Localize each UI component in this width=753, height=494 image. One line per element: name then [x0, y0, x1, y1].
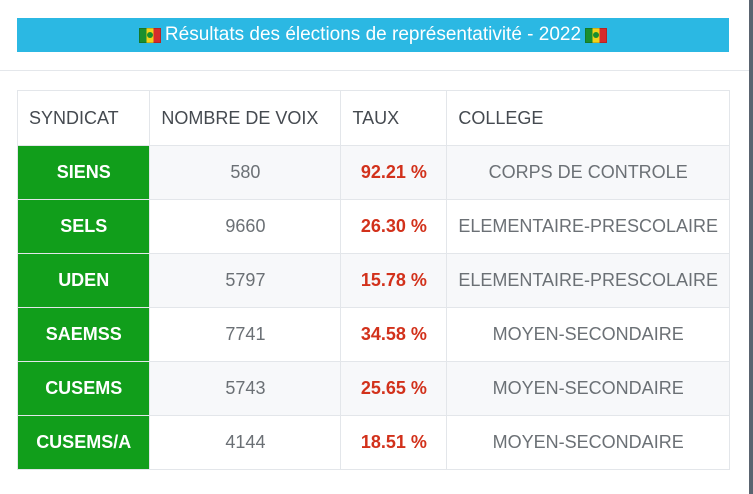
- syndicat-cell: CUSEMS/A: [16, 415, 151, 470]
- college-cell: ELEMENTAIRE-PRESCOLAIRE: [446, 199, 730, 254]
- taux-cell: 92.21 %: [340, 145, 448, 200]
- voix-cell: 7741: [149, 307, 342, 362]
- college-cell: MOYEN-SECONDAIRE: [446, 415, 730, 470]
- voix-cell: 9660: [149, 199, 342, 254]
- table-row: CUSEMS 5743 25.65 % MOYEN-SECONDAIRE: [16, 361, 730, 416]
- banner-title: Résultats des élections de représentativ…: [164, 24, 582, 45]
- voix-cell: 580: [149, 145, 342, 200]
- voix-cell: 5743: [149, 361, 342, 416]
- table-row: SAEMSS 7741 34.58 % MOYEN-SECONDAIRE: [16, 307, 730, 362]
- taux-cell: 18.51 %: [340, 415, 448, 470]
- window-edge: [749, 0, 753, 494]
- taux-cell: 25.65 %: [340, 361, 448, 416]
- header-nombre-de-voix: NOMBRE DE VOIX: [149, 90, 342, 146]
- syndicat-cell: CUSEMS: [16, 361, 151, 416]
- syndicat-cell: SELS: [16, 199, 151, 254]
- college-cell: MOYEN-SECONDAIRE: [446, 307, 730, 362]
- syndicat-cell: UDEN: [16, 253, 151, 308]
- senegal-flag-icon: [138, 27, 161, 43]
- results-banner: Résultats des élections de représentativ…: [17, 18, 729, 52]
- results-table: SYNDICAT NOMBRE DE VOIX TAUX COLLEGE SIE…: [16, 90, 730, 470]
- syndicat-cell: SAEMSS: [16, 307, 151, 362]
- college-cell: CORPS DE CONTROLE: [446, 145, 730, 200]
- taux-cell: 26.30 %: [340, 199, 448, 254]
- college-cell: ELEMENTAIRE-PRESCOLAIRE: [446, 253, 730, 308]
- taux-cell: 34.58 %: [340, 307, 448, 362]
- table-row: SELS 9660 26.30 % ELEMENTAIRE-PRESCOLAIR…: [16, 199, 730, 254]
- table-row: SIENS 580 92.21 % CORPS DE CONTROLE: [16, 145, 730, 200]
- header-college: COLLEGE: [446, 90, 730, 146]
- college-cell: MOYEN-SECONDAIRE: [446, 361, 730, 416]
- senegal-flag-icon: [585, 27, 608, 43]
- header-taux: TAUX: [340, 90, 448, 146]
- header-syndicat: SYNDICAT: [16, 90, 151, 146]
- syndicat-cell: SIENS: [16, 145, 151, 200]
- table-row: UDEN 5797 15.78 % ELEMENTAIRE-PRESCOLAIR…: [16, 253, 730, 308]
- table-row: CUSEMS/A 4144 18.51 % MOYEN-SECONDAIRE: [16, 415, 730, 470]
- taux-cell: 15.78 %: [340, 253, 448, 308]
- table-header-row: SYNDICAT NOMBRE DE VOIX TAUX COLLEGE: [16, 90, 730, 146]
- voix-cell: 4144: [149, 415, 342, 470]
- voix-cell: 5797: [149, 253, 342, 308]
- divider: [0, 70, 749, 71]
